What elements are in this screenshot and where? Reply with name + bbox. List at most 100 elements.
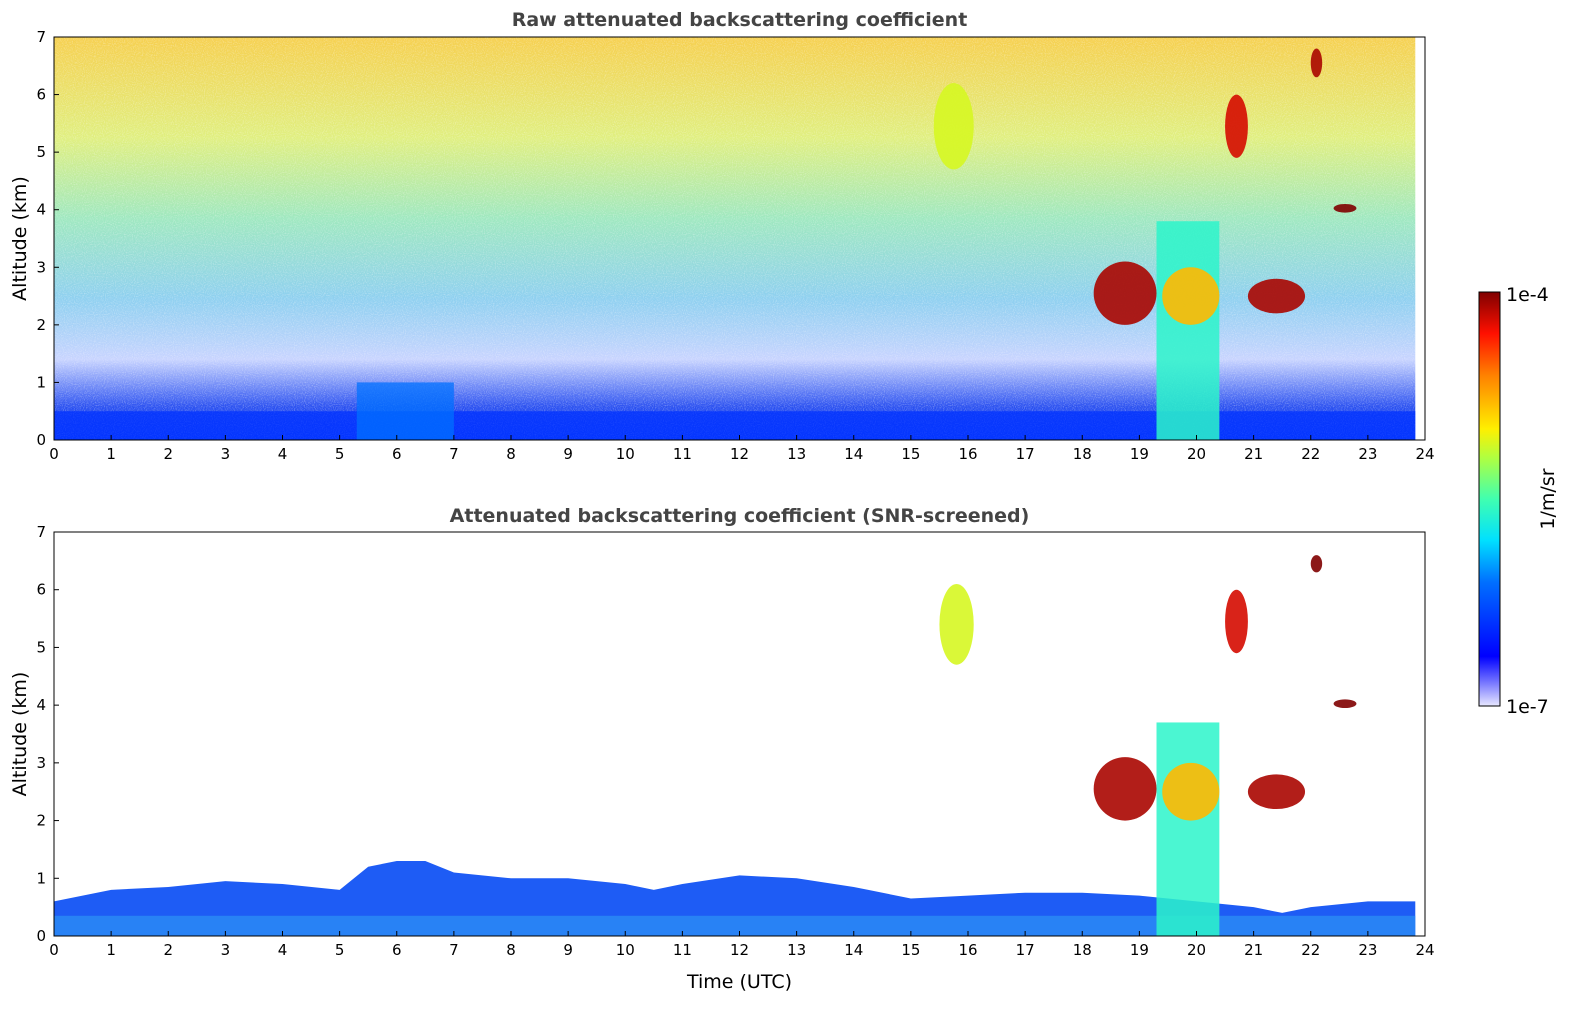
- x-tick-label: 4: [278, 445, 288, 463]
- mark-cloud-core: [1162, 762, 1220, 821]
- x-tick-label: 16: [958, 445, 977, 463]
- mark-cloud-layer: [1093, 261, 1157, 325]
- mark-precip-column: [1156, 722, 1220, 936]
- y-tick-label: 4: [36, 201, 46, 219]
- x-tick-label: 13: [787, 941, 806, 959]
- y-axis-label: Altitude (km): [9, 176, 31, 301]
- panel-title: Raw attenuated backscattering coefficien…: [512, 9, 968, 31]
- colorbar: 1e-4 1e-7 1/m/sr: [1478, 284, 1559, 718]
- mark-cloud-layer: [1093, 757, 1157, 821]
- x-tick-label: 21: [1244, 445, 1263, 463]
- x-tick-label: 11: [673, 445, 692, 463]
- x-tick-label: 1: [106, 941, 116, 959]
- y-tick-label: 4: [36, 696, 46, 714]
- x-tick-label: 23: [1358, 941, 1377, 959]
- x-tick-label: 17: [1016, 941, 1035, 959]
- mark-cloud-fragment: [1225, 589, 1248, 654]
- x-tick-label: 3: [221, 941, 231, 959]
- x-tick-label: 7: [449, 445, 459, 463]
- x-tick-label: 6: [392, 445, 402, 463]
- colorbar-unit-label: 1/m/sr: [1537, 468, 1559, 529]
- y-tick-label: 0: [36, 927, 46, 945]
- y-tick-label: 1: [36, 373, 46, 391]
- y-axis-label: Altitude (km): [9, 672, 31, 797]
- mark-cloud-layer-2: [1247, 278, 1306, 314]
- x-tick-label: 17: [1016, 445, 1035, 463]
- x-tick-label: 7: [449, 941, 459, 959]
- x-tick-label: 8: [506, 445, 516, 463]
- colorbar-max-label: 1e-4: [1506, 284, 1549, 306]
- panel-snr-screened: Attenuated backscattering coefficient (S…: [9, 505, 1435, 993]
- x-tick-label: 24: [1415, 941, 1434, 959]
- x-tick-label: 10: [616, 445, 635, 463]
- x-tick-label: 12: [730, 941, 749, 959]
- y-tick-label: 2: [36, 316, 46, 334]
- x-tick-label: 19: [1130, 445, 1149, 463]
- panel-raw: Raw attenuated backscattering coefficien…: [9, 9, 1435, 463]
- heatmap-area: [54, 37, 1416, 440]
- y-tick-label: 7: [36, 523, 46, 541]
- x-tick-label: 14: [844, 941, 863, 959]
- mark-cirrus-streak: [939, 583, 974, 665]
- y-tick-label: 5: [36, 143, 46, 161]
- y-tick-label: 5: [36, 638, 46, 656]
- y-tick-label: 3: [36, 754, 46, 772]
- x-tick-label: 20: [1187, 445, 1206, 463]
- x-tick-label: 5: [335, 445, 345, 463]
- mark-cirrus-streak: [933, 83, 974, 170]
- x-tick-label: 19: [1130, 941, 1149, 959]
- x-tick-label: 12: [730, 445, 749, 463]
- x-tick-label: 24: [1415, 445, 1434, 463]
- x-tick-label: 4: [278, 941, 288, 959]
- x-tick-label: 0: [49, 445, 59, 463]
- y-tick-label: 6: [36, 86, 46, 104]
- x-tick-label: 16: [958, 941, 977, 959]
- colorbar-gradient: [1478, 291, 1501, 707]
- x-tick-label: 1: [106, 445, 116, 463]
- x-tick-label: 21: [1244, 941, 1263, 959]
- x-tick-label: 3: [221, 445, 231, 463]
- x-tick-label: 20: [1187, 941, 1206, 959]
- y-tick-label: 3: [36, 258, 46, 276]
- x-tick-label: 0: [49, 941, 59, 959]
- mark-cloud-core: [1162, 267, 1220, 325]
- x-tick-label: 18: [1073, 445, 1092, 463]
- x-tick-label: 22: [1301, 941, 1320, 959]
- mark-cloud-fragment-3: [1310, 555, 1323, 573]
- colorbar-min-label: 1e-7: [1506, 696, 1549, 718]
- y-tick-label: 6: [36, 581, 46, 599]
- x-tick-label: 14: [844, 445, 863, 463]
- mark-aerosol-plume: [356, 382, 454, 440]
- y-tick-label: 7: [36, 28, 46, 46]
- x-tick-label: 13: [787, 445, 806, 463]
- mark-cloud-fragment-2: [1333, 203, 1357, 213]
- x-tick-label: 23: [1358, 445, 1377, 463]
- mark-cloud-fragment: [1225, 94, 1248, 158]
- x-tick-label: 9: [563, 445, 573, 463]
- mark-cloud-fragment-2: [1333, 699, 1357, 709]
- x-tick-label: 22: [1301, 445, 1320, 463]
- y-tick-label: 1: [36, 869, 46, 887]
- heatmap-area: [54, 555, 1416, 936]
- mark-cloud-fragment-3: [1310, 48, 1323, 78]
- y-tick-label: 2: [36, 812, 46, 830]
- x-tick-label: 10: [616, 941, 635, 959]
- near-surface-layer: [54, 915, 1416, 936]
- x-tick-label: 15: [901, 941, 920, 959]
- x-tick-label: 6: [392, 941, 402, 959]
- mark-precip-column: [1156, 221, 1220, 440]
- x-tick-label: 2: [163, 445, 173, 463]
- x-tick-label: 18: [1073, 941, 1092, 959]
- x-tick-label: 15: [901, 445, 920, 463]
- x-axis-label: Time (UTC): [686, 971, 792, 993]
- x-tick-label: 11: [673, 941, 692, 959]
- x-tick-label: 8: [506, 941, 516, 959]
- x-tick-label: 2: [163, 941, 173, 959]
- mark-cloud-layer-2: [1247, 774, 1306, 810]
- x-tick-label: 5: [335, 941, 345, 959]
- x-tick-label: 9: [563, 941, 573, 959]
- panel-title: Attenuated backscattering coefficient (S…: [450, 505, 1030, 527]
- y-tick-label: 0: [36, 431, 46, 449]
